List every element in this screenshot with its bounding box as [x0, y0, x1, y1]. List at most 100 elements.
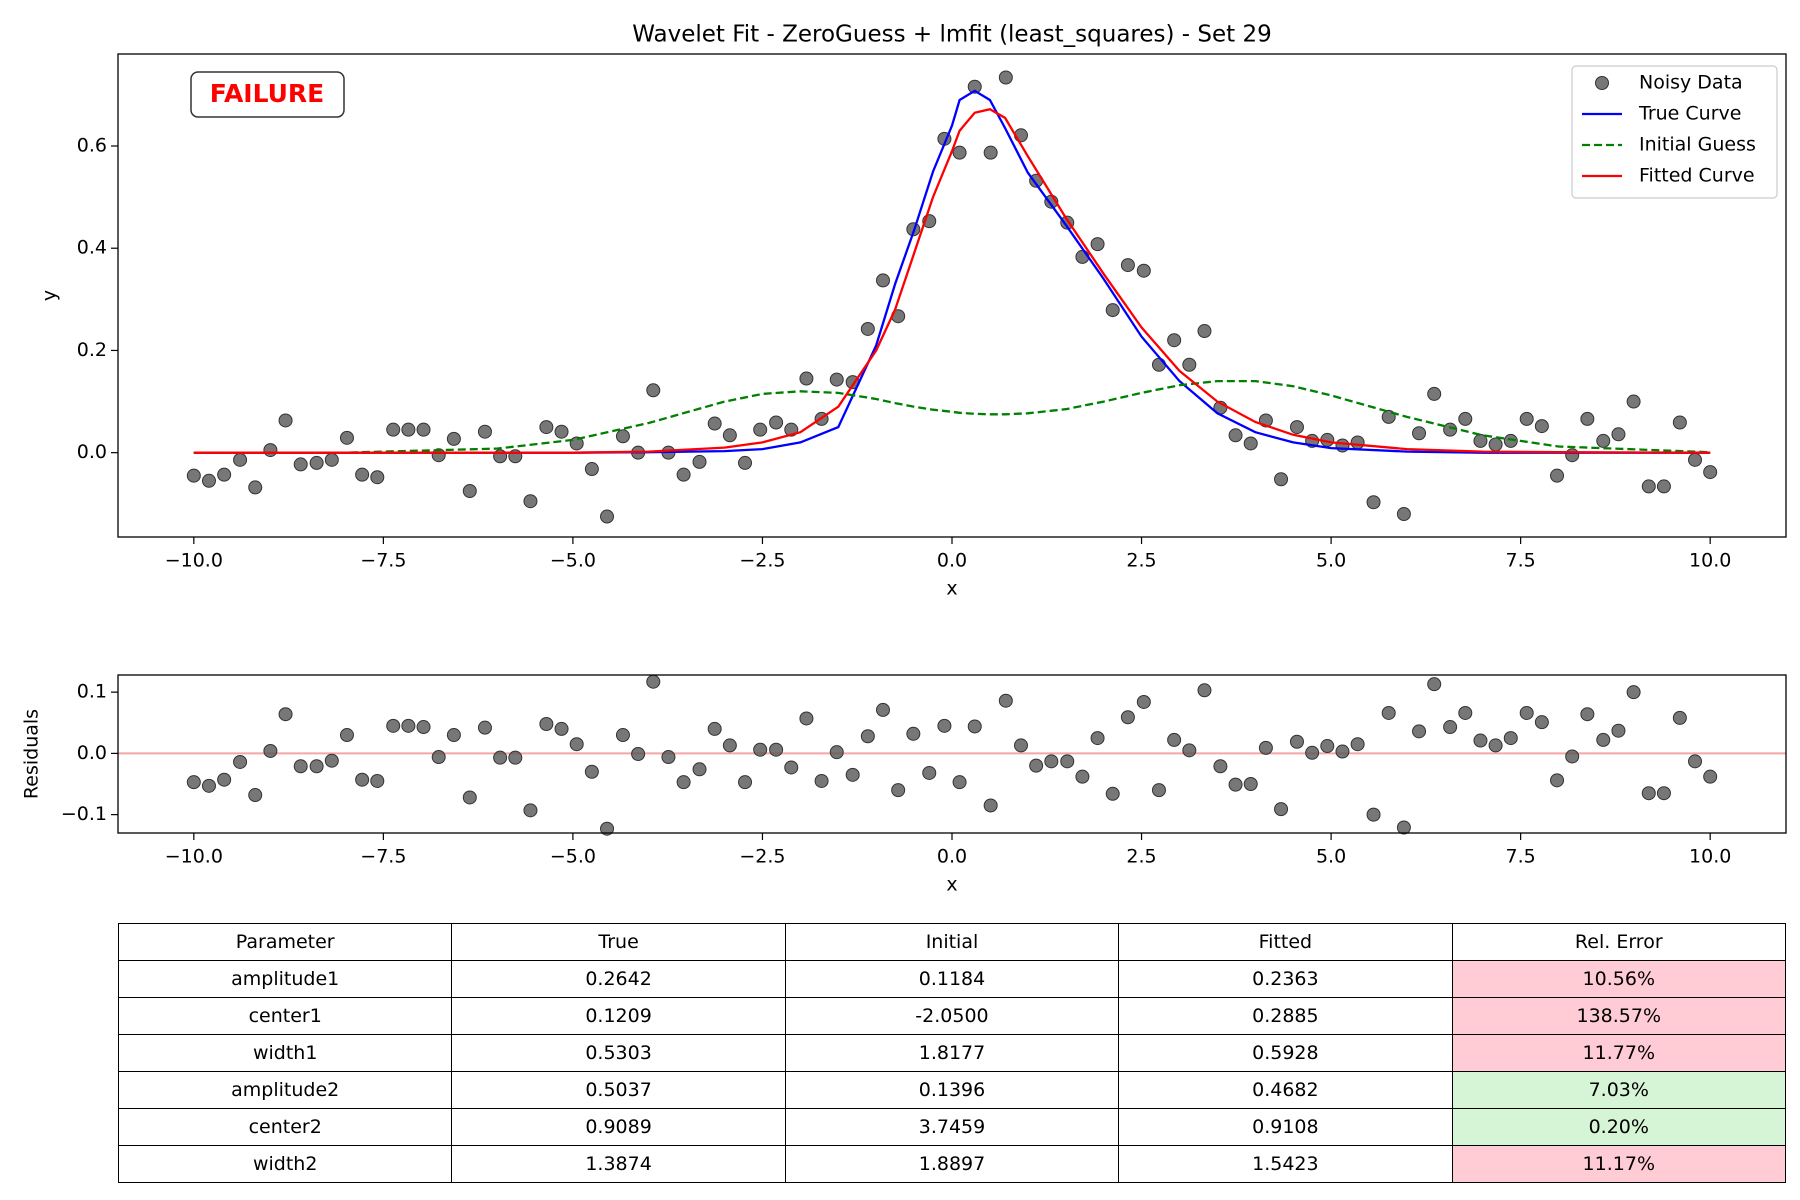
table-cell: 10.56% [1451, 960, 1787, 998]
data-point [523, 803, 538, 818]
curve [193, 379, 1711, 454]
legend-box [1571, 65, 1778, 199]
header-row: Parameter True Initial Fitted Rel. Error [117, 923, 1787, 961]
data-point [401, 718, 416, 733]
table-cell: 0.2363 [1118, 960, 1453, 998]
data-point [1090, 731, 1105, 746]
data-point [217, 467, 232, 482]
data-point [477, 720, 492, 735]
data-point [1213, 759, 1228, 774]
data-point [983, 798, 998, 813]
legend-marker [1595, 76, 1609, 90]
data-point [493, 750, 508, 765]
header-cell: Rel. Error [1451, 923, 1787, 961]
data-point [891, 783, 906, 798]
legend-label: True Curve [1638, 103, 1741, 125]
data-point [1534, 419, 1549, 434]
x-tick-label: −10.0 [165, 846, 223, 868]
data-point [1412, 426, 1427, 441]
data-point [615, 728, 630, 743]
data-point [1580, 411, 1595, 426]
table-cell: 0.2642 [451, 960, 786, 998]
data-point [324, 753, 339, 768]
data-point [1565, 749, 1580, 764]
figure: Wavelet Fit - ZeroGuess + lmfit (least_s… [21, 22, 1787, 896]
data-point [1688, 452, 1703, 467]
data-point [554, 721, 569, 736]
data-point [339, 728, 354, 743]
y-tick-label: 0.0 [77, 742, 107, 764]
y-tick-label: 0.0 [77, 441, 107, 463]
data-point [1243, 777, 1258, 792]
x-tick-label: 5.0 [1316, 550, 1346, 572]
table-cell: -2.0500 [784, 997, 1120, 1035]
data-point [998, 70, 1013, 85]
table-row: amplitude2 0.5037 0.1396 0.4682 7.03% [117, 1071, 1787, 1109]
table-cell: center1 [117, 997, 453, 1035]
data-point [462, 790, 477, 805]
data-point [1534, 715, 1549, 730]
x-tick-label: −2.5 [739, 550, 785, 572]
data-point [1580, 707, 1595, 722]
data-point [1412, 724, 1427, 739]
data-point [1060, 754, 1075, 769]
data-point [293, 457, 308, 472]
data-point [922, 765, 937, 780]
data-point [1013, 738, 1028, 753]
x-tick-label: 7.5 [1506, 846, 1536, 868]
data-point [1120, 710, 1135, 725]
data-point [876, 273, 891, 288]
data-point [1366, 807, 1381, 822]
data-point [1656, 479, 1671, 494]
table-cell: 0.1209 [451, 997, 786, 1035]
data-point [937, 718, 952, 733]
data-point [293, 759, 308, 774]
annotation-box [190, 71, 345, 118]
data-point [1136, 694, 1151, 709]
x-tick-label: 2.5 [1126, 550, 1156, 572]
data-point [370, 773, 385, 788]
x-tick-label: 5.0 [1316, 846, 1346, 868]
data-point [386, 422, 401, 437]
x-axis-label: x [946, 874, 957, 896]
x-tick-label: −2.5 [739, 846, 785, 868]
data-point [339, 430, 354, 445]
data-point [1611, 427, 1626, 442]
data-point [523, 494, 538, 509]
header-cell: Fitted [1118, 923, 1453, 961]
data-point [217, 772, 232, 787]
legend-label: Noisy Data [1639, 72, 1743, 94]
data-point [661, 750, 676, 765]
y-tick-label: 0.1 [77, 681, 107, 703]
data-point [1090, 237, 1105, 252]
y-tick-label: 0.6 [77, 135, 107, 157]
data-point [1550, 468, 1565, 483]
data-point [1274, 802, 1289, 817]
data-point [1105, 303, 1120, 318]
data-point [692, 762, 707, 777]
table-cell: 0.5037 [451, 1071, 786, 1109]
data-point [324, 452, 339, 467]
table-cell: center2 [117, 1108, 453, 1146]
data-point [309, 455, 324, 470]
data-point [1335, 744, 1350, 759]
x-tick-label: 0.0 [937, 550, 967, 572]
data-point [845, 767, 860, 782]
data-point [539, 420, 554, 435]
table-cell: 1.8177 [784, 1034, 1120, 1072]
table-cell: 0.5928 [1118, 1034, 1453, 1072]
table-cell: width2 [117, 1145, 453, 1183]
table-cell: 1.8897 [784, 1145, 1120, 1183]
data-point [1396, 820, 1411, 835]
data-point [1611, 723, 1626, 738]
data-point [1289, 734, 1304, 749]
curve [193, 107, 1711, 454]
data-point [1473, 733, 1488, 748]
data-point [1488, 437, 1503, 452]
data-point [967, 719, 982, 734]
table-cell: 7.03% [1451, 1071, 1787, 1109]
data-point [416, 720, 431, 735]
data-point [1688, 754, 1703, 769]
data-point [1503, 433, 1518, 448]
data-point [676, 467, 691, 482]
